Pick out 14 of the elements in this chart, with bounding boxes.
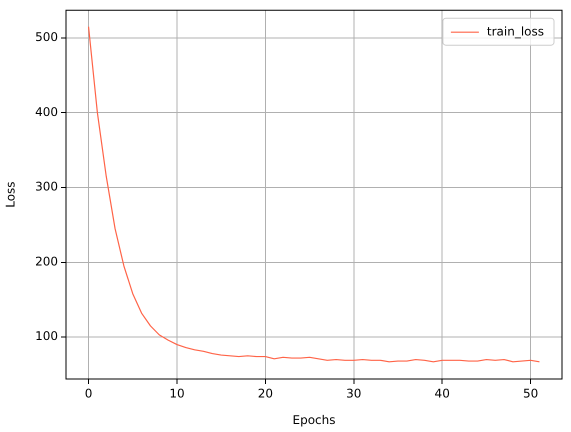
x-tick-label: 30 [346, 386, 362, 400]
legend-label: train_loss [486, 24, 544, 38]
y-tick-label: 100 [35, 329, 58, 344]
x-tick-label: 0 [84, 386, 92, 400]
y-tick-label: 400 [35, 104, 58, 119]
y-axis-title: Loss [3, 181, 18, 208]
y-tick-label: 500 [35, 30, 58, 44]
x-tick-label: 50 [522, 386, 538, 400]
x-axis-title: Epochs [292, 412, 336, 427]
y-tick-label: 200 [35, 254, 58, 268]
x-tick-label: 10 [169, 386, 185, 400]
y-tick-label: 300 [35, 180, 58, 194]
x-tick-label: 20 [258, 386, 274, 400]
x-tick-label: 40 [434, 386, 450, 400]
